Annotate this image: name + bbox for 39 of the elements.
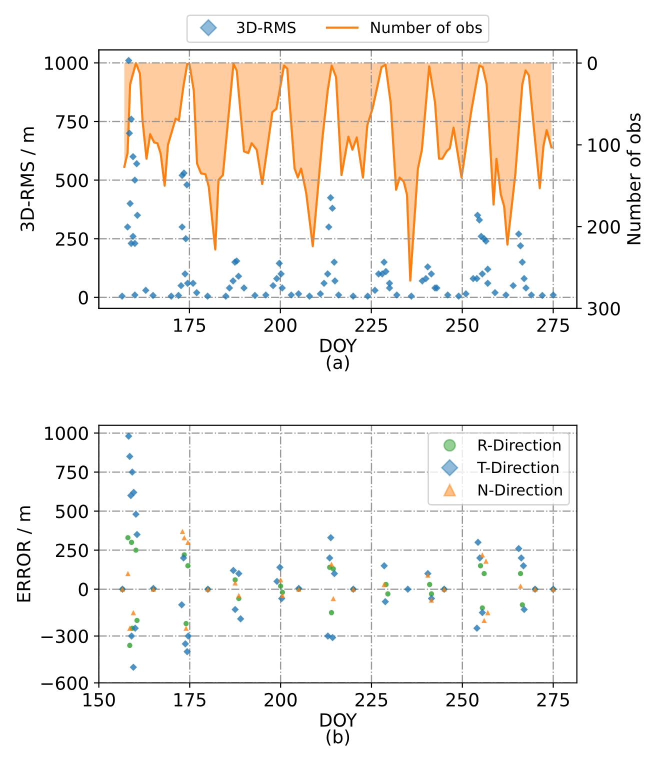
y2-tick-label: 100 — [588, 138, 620, 152]
y-tick-label: 750 — [56, 114, 88, 129]
x-tick-label: 200 — [264, 318, 296, 332]
x-tick-label: 175 — [174, 693, 206, 707]
x-tick-label: 225 — [356, 692, 388, 707]
y2-tick-label: 200 — [588, 220, 620, 234]
x-tick-label: 275 — [537, 692, 569, 707]
y-tick-label: 1000 — [45, 426, 88, 440]
x-tick-label: 200 — [264, 692, 297, 707]
y-tick-label: −600 — [41, 676, 88, 690]
y-tick-label: −300 — [41, 629, 88, 644]
legend-label: Number of obs — [371, 21, 482, 34]
text: (b) — [326, 730, 350, 746]
legend-label: 3D-RMS — [237, 22, 296, 34]
y-axis-title: ERROR / m — [16, 506, 32, 602]
y2-tick-label: 300 — [588, 302, 620, 316]
x-tick-label: 225 — [355, 318, 387, 332]
x-tick-label: 150 — [84, 692, 115, 707]
x-axis-title: DOY — [320, 338, 357, 352]
legend-label: T-Direction — [477, 461, 558, 474]
x-tick-label: 250 — [446, 318, 478, 332]
y-tick-label: 1000 — [45, 56, 88, 70]
x-tick-label: 250 — [446, 692, 478, 707]
y2-tick-label: 0 — [588, 56, 597, 70]
y-axis-title: 3D-RMS / m — [20, 127, 36, 232]
y-tick-label: 250 — [56, 544, 88, 558]
y-tick-label: 750 — [56, 466, 88, 480]
x-tick-label: 275 — [537, 318, 569, 332]
y-tick-label: 250 — [56, 232, 88, 246]
y-tick-label: 0 — [78, 290, 88, 304]
x-tick-label: 175 — [174, 318, 206, 332]
text: (a) — [326, 355, 349, 372]
legend-label: R-Direction — [478, 439, 560, 451]
x-axis-title: DOY — [320, 713, 357, 727]
y2-axis-title: Number of obs — [626, 113, 641, 244]
legend-label: N-Direction — [478, 484, 562, 496]
y-tick-label: 500 — [56, 174, 88, 188]
y-tick-label: 500 — [56, 504, 88, 518]
y-tick-label: 0 — [78, 582, 88, 596]
